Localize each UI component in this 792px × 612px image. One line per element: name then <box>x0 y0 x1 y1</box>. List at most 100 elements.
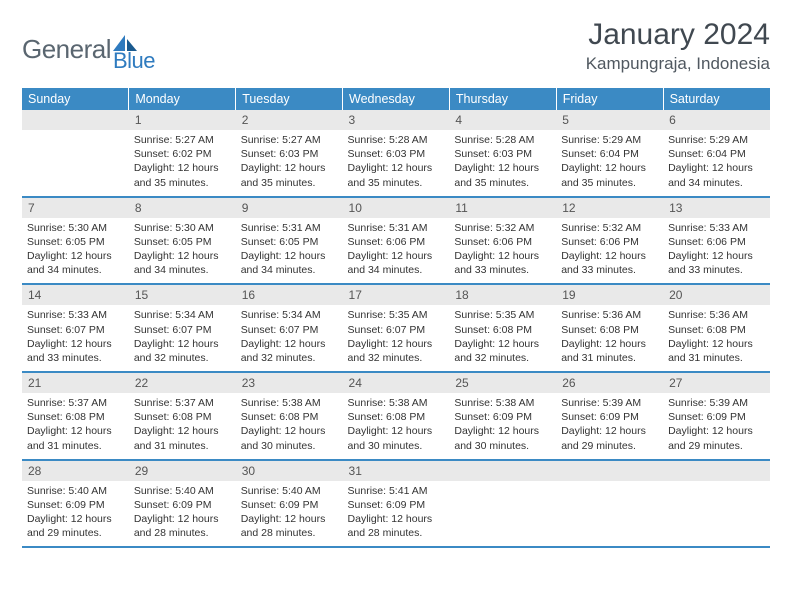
day-info-line: Daylight: 12 hours and 31 minutes. <box>668 337 765 365</box>
day-number: 5 <box>556 110 663 130</box>
day-info-line: Daylight: 12 hours and 32 minutes. <box>454 337 551 365</box>
day-cell: 9Sunrise: 5:31 AMSunset: 6:05 PMDaylight… <box>236 197 343 285</box>
day-number: 28 <box>22 461 129 481</box>
day-info-line: Sunrise: 5:30 AM <box>27 221 124 235</box>
day-info-line: Sunrise: 5:38 AM <box>241 396 338 410</box>
day-info-line: Sunset: 6:03 PM <box>454 147 551 161</box>
day-cell: 24Sunrise: 5:38 AMSunset: 6:08 PMDayligh… <box>343 372 450 460</box>
day-info-line: Sunrise: 5:28 AM <box>454 133 551 147</box>
day-number <box>449 461 556 481</box>
day-info-line: Sunset: 6:07 PM <box>27 323 124 337</box>
day-info-line: Sunset: 6:03 PM <box>241 147 338 161</box>
day-cell: 1Sunrise: 5:27 AMSunset: 6:02 PMDaylight… <box>129 110 236 197</box>
day-body: Sunrise: 5:40 AMSunset: 6:09 PMDaylight:… <box>22 481 129 547</box>
day-info-line: Daylight: 12 hours and 28 minutes. <box>348 512 445 540</box>
week-row: 7Sunrise: 5:30 AMSunset: 6:05 PMDaylight… <box>22 197 770 285</box>
day-number: 30 <box>236 461 343 481</box>
day-info-line: Daylight: 12 hours and 31 minutes. <box>561 337 658 365</box>
week-row: 14Sunrise: 5:33 AMSunset: 6:07 PMDayligh… <box>22 284 770 372</box>
day-info-line: Daylight: 12 hours and 31 minutes. <box>27 424 124 452</box>
day-body: Sunrise: 5:35 AMSunset: 6:07 PMDaylight:… <box>343 305 450 371</box>
day-number: 29 <box>129 461 236 481</box>
day-cell: 18Sunrise: 5:35 AMSunset: 6:08 PMDayligh… <box>449 284 556 372</box>
day-cell: 19Sunrise: 5:36 AMSunset: 6:08 PMDayligh… <box>556 284 663 372</box>
day-body: Sunrise: 5:39 AMSunset: 6:09 PMDaylight:… <box>556 393 663 459</box>
day-body: Sunrise: 5:32 AMSunset: 6:06 PMDaylight:… <box>556 218 663 284</box>
day-cell: 22Sunrise: 5:37 AMSunset: 6:08 PMDayligh… <box>129 372 236 460</box>
day-number: 4 <box>449 110 556 130</box>
day-info-line: Sunset: 6:09 PM <box>668 410 765 424</box>
day-number: 6 <box>663 110 770 130</box>
day-body: Sunrise: 5:39 AMSunset: 6:09 PMDaylight:… <box>663 393 770 459</box>
day-body: Sunrise: 5:36 AMSunset: 6:08 PMDaylight:… <box>556 305 663 371</box>
day-cell: 21Sunrise: 5:37 AMSunset: 6:08 PMDayligh… <box>22 372 129 460</box>
title-block: January 2024 Kampungraja, Indonesia <box>586 18 770 74</box>
day-info-line: Sunset: 6:08 PM <box>134 410 231 424</box>
calendar-table: SundayMondayTuesdayWednesdayThursdayFrid… <box>22 88 770 548</box>
day-number: 3 <box>343 110 450 130</box>
day-info-line: Sunset: 6:09 PM <box>348 498 445 512</box>
day-cell: 17Sunrise: 5:35 AMSunset: 6:07 PMDayligh… <box>343 284 450 372</box>
day-info-line: Sunrise: 5:38 AM <box>348 396 445 410</box>
day-body: Sunrise: 5:40 AMSunset: 6:09 PMDaylight:… <box>236 481 343 547</box>
day-info-line: Daylight: 12 hours and 30 minutes. <box>241 424 338 452</box>
day-number: 20 <box>663 285 770 305</box>
day-info-line: Sunset: 6:07 PM <box>348 323 445 337</box>
day-info-line: Sunrise: 5:34 AM <box>241 308 338 322</box>
day-number: 16 <box>236 285 343 305</box>
day-body: Sunrise: 5:27 AMSunset: 6:03 PMDaylight:… <box>236 130 343 196</box>
day-body: Sunrise: 5:37 AMSunset: 6:08 PMDaylight:… <box>22 393 129 459</box>
day-cell <box>22 110 129 197</box>
day-info-line: Sunrise: 5:32 AM <box>561 221 658 235</box>
day-body: Sunrise: 5:36 AMSunset: 6:08 PMDaylight:… <box>663 305 770 371</box>
day-body: Sunrise: 5:30 AMSunset: 6:05 PMDaylight:… <box>129 218 236 284</box>
day-number: 24 <box>343 373 450 393</box>
day-cell: 6Sunrise: 5:29 AMSunset: 6:04 PMDaylight… <box>663 110 770 197</box>
logo-text-blue: Blue <box>113 48 155 74</box>
day-info-line: Daylight: 12 hours and 34 minutes. <box>134 249 231 277</box>
day-info-line: Daylight: 12 hours and 32 minutes. <box>348 337 445 365</box>
week-row: 28Sunrise: 5:40 AMSunset: 6:09 PMDayligh… <box>22 460 770 548</box>
day-cell: 15Sunrise: 5:34 AMSunset: 6:07 PMDayligh… <box>129 284 236 372</box>
day-body: Sunrise: 5:29 AMSunset: 6:04 PMDaylight:… <box>663 130 770 196</box>
day-cell: 20Sunrise: 5:36 AMSunset: 6:08 PMDayligh… <box>663 284 770 372</box>
day-info-line: Sunset: 6:08 PM <box>27 410 124 424</box>
day-body: Sunrise: 5:28 AMSunset: 6:03 PMDaylight:… <box>449 130 556 196</box>
day-cell: 7Sunrise: 5:30 AMSunset: 6:05 PMDaylight… <box>22 197 129 285</box>
day-body: Sunrise: 5:38 AMSunset: 6:08 PMDaylight:… <box>236 393 343 459</box>
day-body: Sunrise: 5:33 AMSunset: 6:06 PMDaylight:… <box>663 218 770 284</box>
day-number: 22 <box>129 373 236 393</box>
day-body <box>556 481 663 539</box>
day-body: Sunrise: 5:40 AMSunset: 6:09 PMDaylight:… <box>129 481 236 547</box>
day-info-line: Daylight: 12 hours and 29 minutes. <box>561 424 658 452</box>
day-body: Sunrise: 5:33 AMSunset: 6:07 PMDaylight:… <box>22 305 129 371</box>
day-info-line: Sunrise: 5:30 AM <box>134 221 231 235</box>
day-info-line: Sunset: 6:08 PM <box>561 323 658 337</box>
day-body: Sunrise: 5:34 AMSunset: 6:07 PMDaylight:… <box>129 305 236 371</box>
day-info-line: Sunset: 6:09 PM <box>241 498 338 512</box>
day-number: 26 <box>556 373 663 393</box>
day-info-line: Sunset: 6:09 PM <box>561 410 658 424</box>
logo: General Blue <box>22 24 155 74</box>
day-number <box>22 110 129 130</box>
day-info-line: Daylight: 12 hours and 34 minutes. <box>348 249 445 277</box>
day-cell: 11Sunrise: 5:32 AMSunset: 6:06 PMDayligh… <box>449 197 556 285</box>
day-info-line: Sunset: 6:07 PM <box>134 323 231 337</box>
day-info-line: Daylight: 12 hours and 32 minutes. <box>134 337 231 365</box>
day-cell: 8Sunrise: 5:30 AMSunset: 6:05 PMDaylight… <box>129 197 236 285</box>
day-cell: 5Sunrise: 5:29 AMSunset: 6:04 PMDaylight… <box>556 110 663 197</box>
day-info-line: Sunset: 6:09 PM <box>454 410 551 424</box>
day-info-line: Sunrise: 5:31 AM <box>348 221 445 235</box>
day-info-line: Sunset: 6:04 PM <box>668 147 765 161</box>
day-info-line: Sunrise: 5:40 AM <box>27 484 124 498</box>
day-info-line: Daylight: 12 hours and 33 minutes. <box>668 249 765 277</box>
day-info-line: Sunrise: 5:27 AM <box>241 133 338 147</box>
day-info-line: Daylight: 12 hours and 34 minutes. <box>668 161 765 189</box>
day-info-line: Sunset: 6:06 PM <box>561 235 658 249</box>
day-info-line: Sunrise: 5:29 AM <box>561 133 658 147</box>
day-number: 1 <box>129 110 236 130</box>
day-info-line: Sunrise: 5:32 AM <box>454 221 551 235</box>
day-number: 23 <box>236 373 343 393</box>
day-info-line: Daylight: 12 hours and 29 minutes. <box>27 512 124 540</box>
day-body: Sunrise: 5:32 AMSunset: 6:06 PMDaylight:… <box>449 218 556 284</box>
